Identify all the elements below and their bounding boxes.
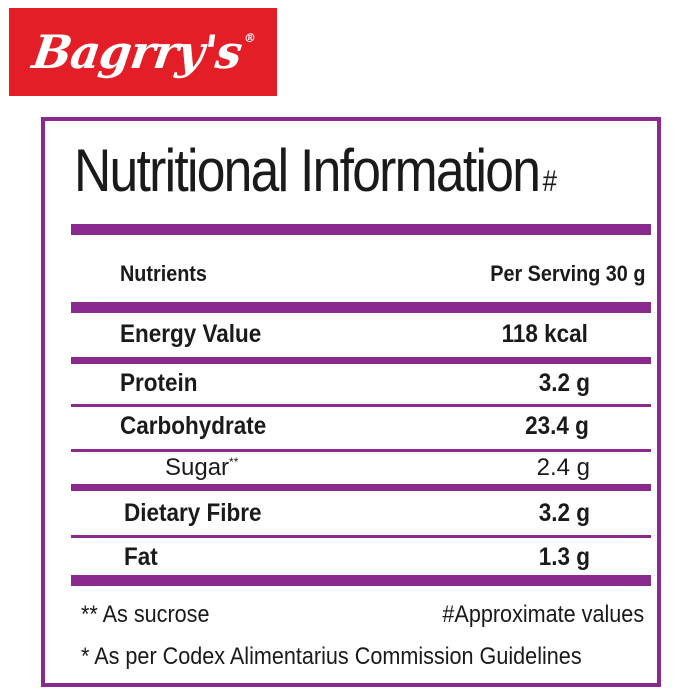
brand-badge: Bagrry's® — [9, 8, 277, 96]
nutrient-value: 2.4 g — [536, 454, 590, 481]
nutrient-name: Sugar** — [165, 454, 238, 482]
panel-title: Nutritional Information # — [74, 141, 557, 201]
table-row-sugar: Sugar** 2.4 g — [120, 449, 645, 487]
table-header-row: Nutrients Per Serving 30 g — [120, 255, 645, 293]
brand-logo: Bagrry's® — [29, 25, 256, 79]
nutrient-name: Protein — [120, 368, 198, 397]
sucrose-footnote: ** As sucrose — [81, 601, 210, 628]
nutrient-value: 23.4 g — [525, 411, 589, 440]
registered-mark: ® — [242, 31, 256, 45]
nutrient-name: Carbohydrate — [120, 411, 267, 440]
row-divider — [71, 535, 651, 538]
header-divider — [71, 302, 651, 313]
footnote-row: ** As sucrose #Approximate values — [81, 603, 644, 627]
sugar-footnote-mark: ** — [229, 455, 239, 469]
codex-footnote-row: * As per Codex Alimentarius Commission G… — [81, 645, 644, 669]
nutrient-name: Energy Value — [120, 319, 262, 348]
nutrient-value: 1.3 g — [538, 542, 590, 571]
table-row-energy: Energy Value 118 kcal — [120, 315, 645, 353]
nutrition-panel: Nutritional Information # Nutrients Per S… — [41, 117, 661, 687]
table-row-fat: Fat 1.3 g — [120, 538, 645, 576]
nutrient-value: 3.2 g — [538, 368, 590, 397]
table-row-protein: Protein 3.2 g — [120, 364, 645, 402]
nutrient-name: Fat — [124, 542, 158, 571]
sugar-label: Sugar — [165, 454, 230, 481]
approximate-values-footnote: #Approximate values — [442, 601, 644, 628]
row-divider — [71, 404, 651, 407]
title-footnote-mark: # — [542, 165, 557, 198]
panel-title-text: Nutritional Information — [74, 137, 541, 204]
row-divider — [71, 357, 651, 364]
table-row-carbohydrate: Carbohydrate 23.4 g — [120, 407, 645, 445]
row-divider — [71, 484, 651, 491]
codex-footnote: * As per Codex Alimentarius Commission G… — [81, 643, 582, 670]
table-row-dietary-fibre: Dietary Fibre 3.2 g — [120, 494, 645, 532]
table-bottom-divider — [71, 575, 651, 586]
nutrients-column-header: Nutrients — [120, 261, 207, 286]
brand-name: Bagrry's — [29, 25, 245, 79]
nutrient-value: 118 kcal — [501, 319, 588, 348]
nutrient-value: 3.2 g — [538, 498, 590, 527]
nutrient-name: Dietary Fibre — [124, 498, 262, 527]
per-serving-column-header: Per Serving 30 g — [489, 261, 645, 286]
title-divider — [71, 224, 651, 235]
row-divider — [71, 449, 651, 452]
